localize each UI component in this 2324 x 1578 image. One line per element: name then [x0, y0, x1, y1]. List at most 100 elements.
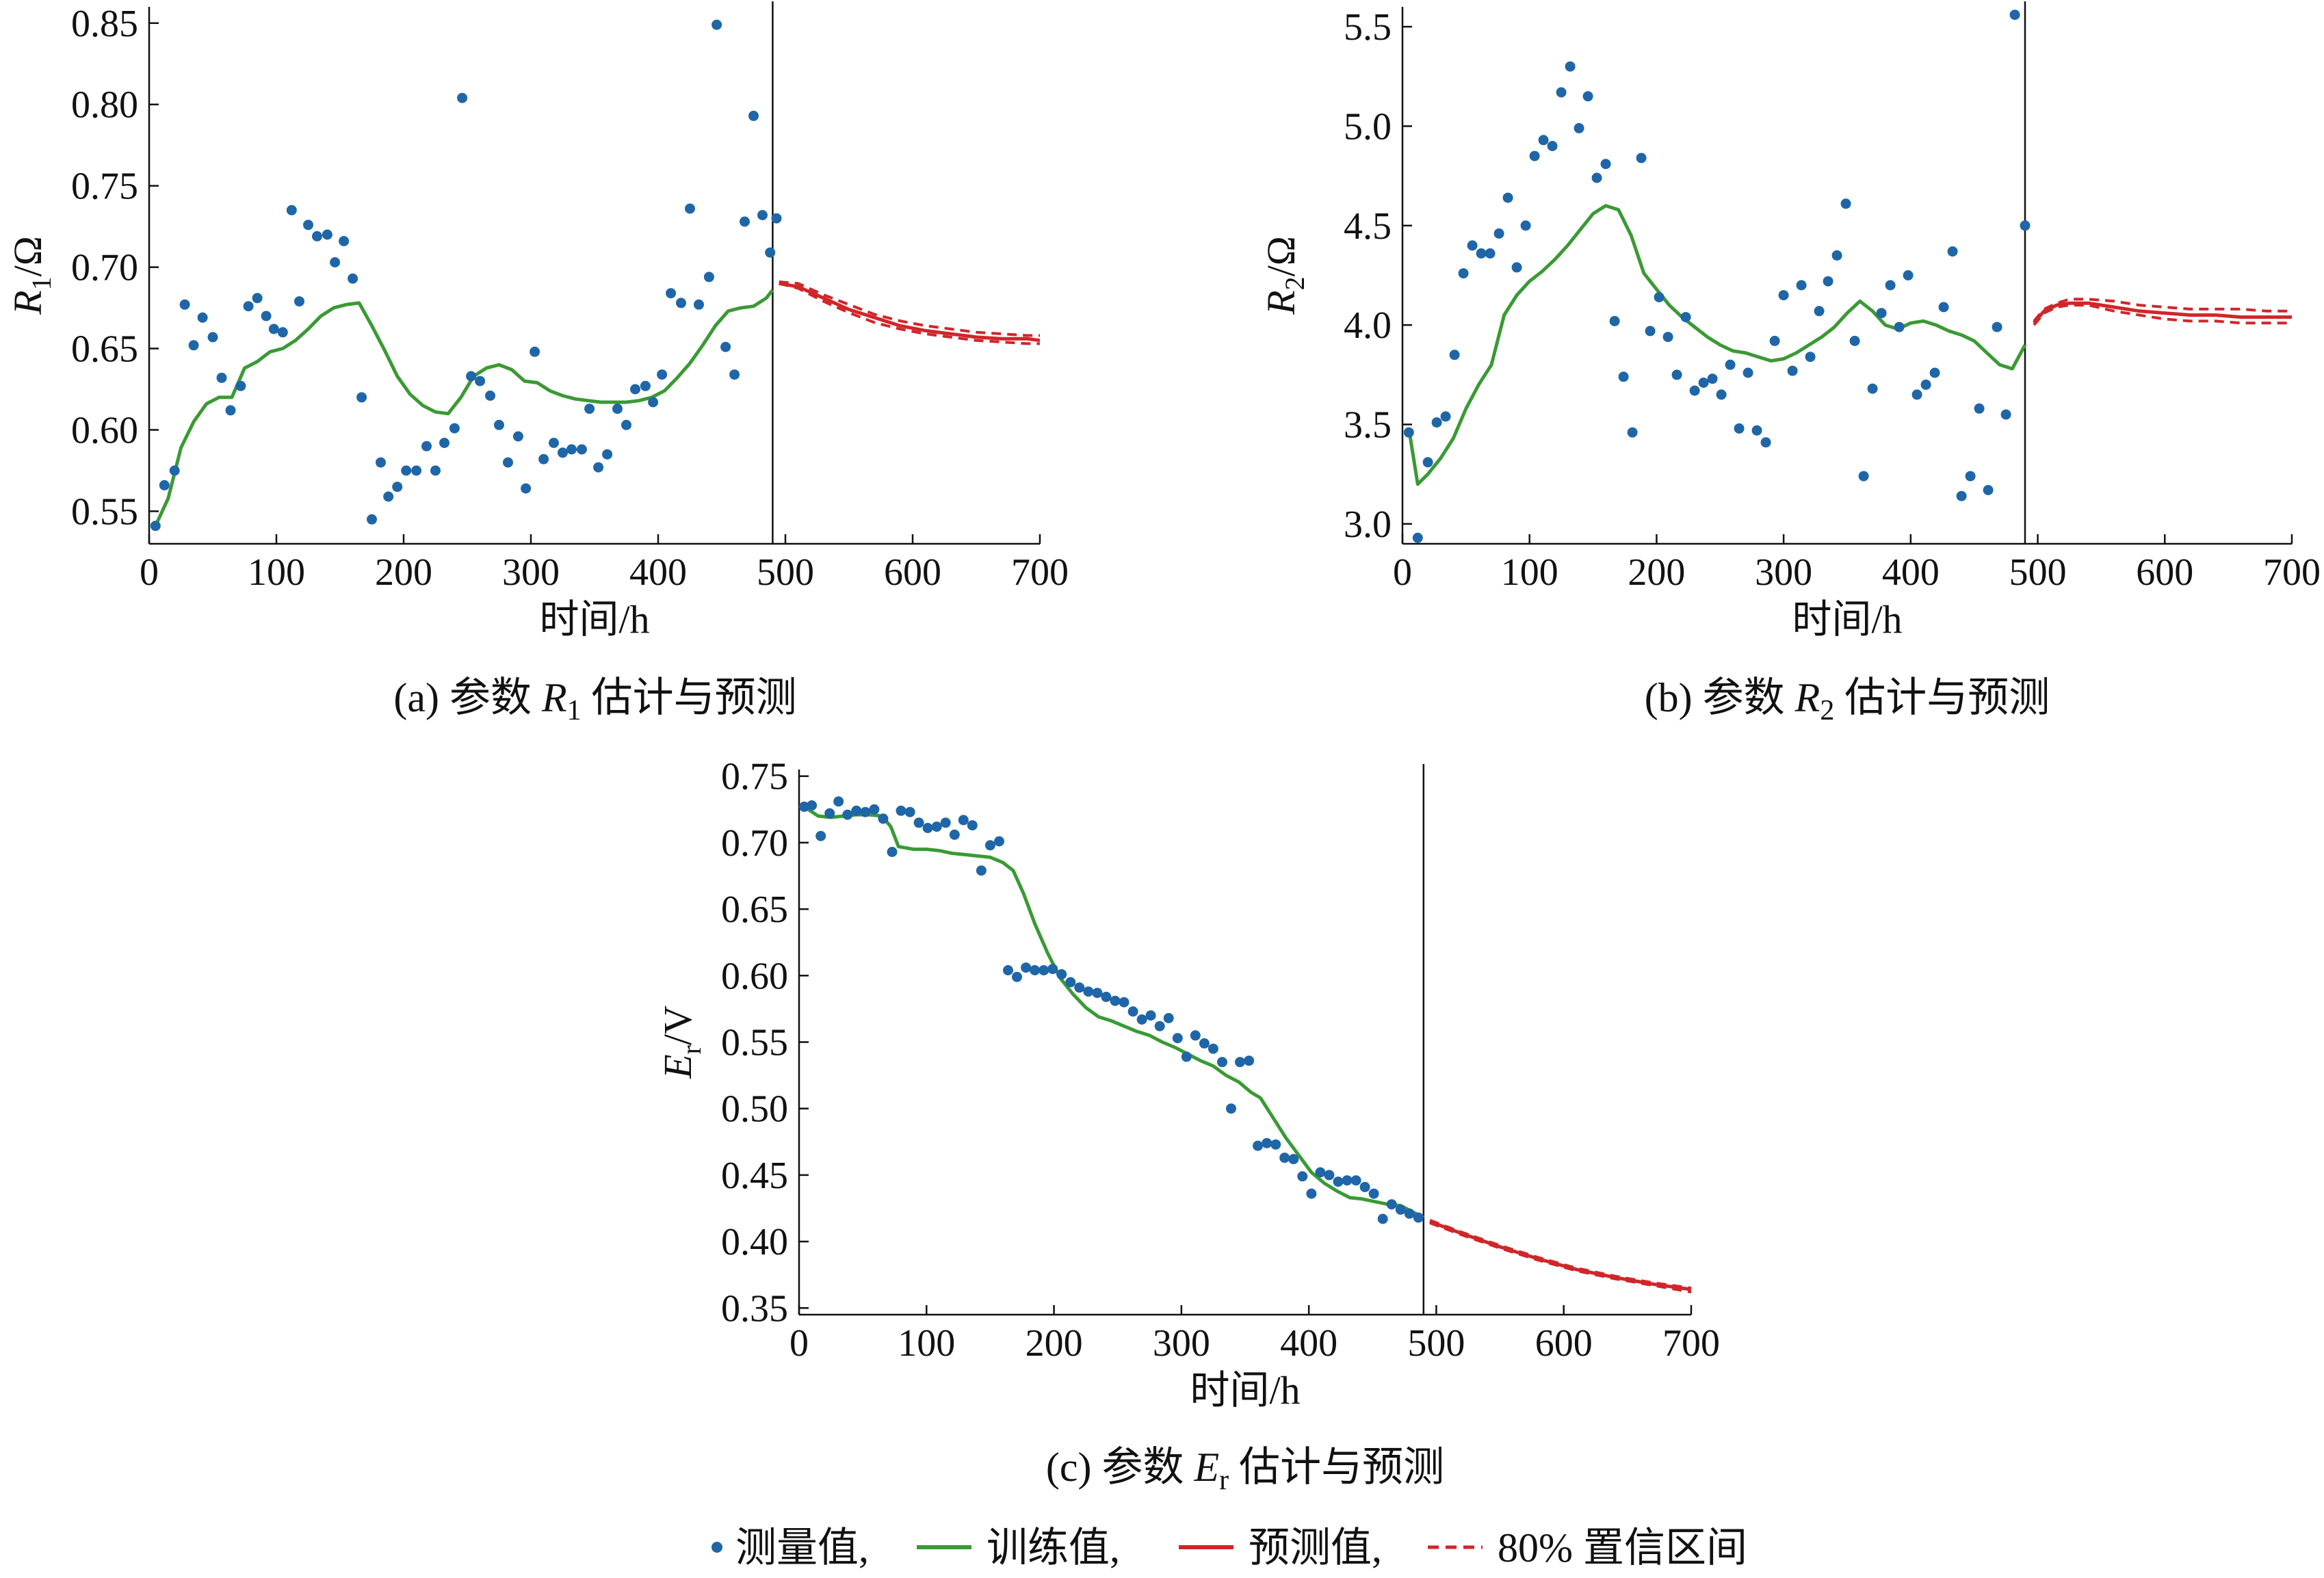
legend-measured-label: 测量值,: [735, 1525, 869, 1570]
measured-point: [1956, 490, 1967, 501]
measured-point: [1556, 87, 1567, 98]
measured-point: [1056, 969, 1067, 979]
measured-point: [711, 19, 722, 30]
measured-point: [771, 213, 782, 224]
ci-upper-line: [1429, 1219, 1692, 1290]
y-tick-label: 0.75: [71, 166, 138, 208]
x-tick-label: 400: [629, 551, 687, 594]
measured-point: [475, 376, 486, 386]
y-tick-label: 0.60: [71, 409, 138, 451]
measured-point: [1894, 321, 1905, 332]
measured-point: [1582, 91, 1593, 102]
y-tick-label: 0.70: [721, 822, 788, 865]
measured-point: [1368, 1188, 1379, 1199]
measured-point: [1529, 150, 1540, 161]
measured-point: [1831, 250, 1842, 261]
y-axis-label-sub: 2: [1279, 276, 1310, 290]
chart-panel-a: 0 100 200 300 400 500 600 700 0.55 0.60 0.65 0.70 0.…: [5, 1, 1069, 726]
caption-sub: r: [1219, 1464, 1229, 1496]
measured-point: [1145, 1010, 1156, 1021]
measured-point: [1413, 1212, 1424, 1223]
measured-point: [1645, 326, 1656, 337]
y-tick-label: 0.55: [721, 1022, 788, 1064]
measured-point: [621, 419, 631, 430]
y-tick-label: 4.5: [1344, 205, 1392, 248]
measured-point: [1440, 411, 1451, 422]
measured-point: [1226, 1103, 1236, 1114]
measured-point: [1823, 276, 1833, 287]
measured-point: [494, 419, 504, 430]
measured-point: [268, 324, 279, 334]
measured-point: [457, 92, 468, 103]
measured-point: [1493, 228, 1504, 239]
ci-lower-line: [1429, 1222, 1692, 1293]
measured-point: [1467, 240, 1478, 251]
measured-point: [1574, 122, 1584, 133]
measured-point: [1092, 988, 1103, 999]
measured-point: [958, 815, 969, 826]
caption-var: E: [1193, 1445, 1219, 1490]
measured-point: [1422, 457, 1433, 468]
x-tick-label: 500: [757, 551, 814, 594]
measured-point: [1350, 1175, 1361, 1186]
x-tick-label: 200: [1628, 551, 1685, 594]
predict-line: [2033, 301, 2292, 324]
measured-point: [703, 272, 714, 282]
y-axis-label-var: R: [1259, 290, 1303, 315]
measured-point: [1787, 365, 1798, 376]
measured-point: [1039, 965, 1049, 975]
measured-point: [584, 404, 595, 415]
measured-point: [1485, 248, 1496, 259]
x-tick-label: 0: [1393, 551, 1412, 594]
measured-point: [339, 236, 350, 246]
measured-point: [967, 820, 978, 831]
y-axis-label-sub: r: [676, 1045, 707, 1054]
caption-suffix: 估计与预测: [1834, 675, 2050, 720]
caption-sub: 2: [1820, 695, 1834, 726]
measured-point: [1342, 1175, 1353, 1186]
x-axis-label: 时间/h: [1792, 597, 1902, 642]
y-tick-label: 0.85: [71, 3, 138, 45]
measured-point: [277, 327, 288, 338]
measured-point: [530, 346, 540, 357]
x-tick-label: 600: [2136, 551, 2193, 594]
measured-point: [1814, 306, 1825, 317]
measured-point: [765, 247, 776, 258]
measured-point: [1324, 1170, 1335, 1181]
measured-point: [1742, 367, 1753, 378]
y-tick-label: 0.50: [721, 1088, 788, 1131]
measured-point: [411, 465, 422, 476]
measured-point: [1849, 335, 1860, 346]
measured-point: [1565, 61, 1576, 72]
measured-point: [913, 817, 924, 828]
measured-point: [1671, 369, 1682, 380]
x-tick-label: 300: [1755, 551, 1812, 594]
measured-point: [1840, 198, 1851, 209]
measured-point: [896, 805, 906, 816]
measured-point: [466, 371, 477, 382]
x-tick-label: 700: [1662, 1322, 1720, 1365]
x-tick-label: 600: [884, 551, 941, 594]
measured-point: [949, 829, 960, 840]
measured-point: [976, 865, 987, 876]
measured-point: [1412, 532, 1423, 543]
measured-point: [1520, 220, 1531, 231]
ci-lower-line: [779, 282, 1040, 345]
measured-point: [878, 813, 889, 824]
measured-point: [1172, 1033, 1183, 1044]
measured-point: [1725, 359, 1736, 370]
measured-point: [1235, 1057, 1245, 1068]
x-tick-label: 400: [1882, 551, 1940, 594]
measured-point: [1947, 246, 1958, 257]
measured-point: [1707, 373, 1718, 384]
measured-point: [1074, 982, 1085, 993]
measured-point: [729, 369, 740, 380]
caption-var: R: [541, 675, 567, 720]
y-tick-label: 0.70: [71, 247, 138, 289]
measured-point: [1449, 350, 1460, 360]
y-tick-label: 0.60: [721, 955, 788, 997]
measured-point: [1395, 1204, 1406, 1215]
measured-point: [392, 482, 403, 492]
caption-suffix: 估计与预测: [1229, 1445, 1444, 1490]
measured-point: [376, 457, 386, 468]
